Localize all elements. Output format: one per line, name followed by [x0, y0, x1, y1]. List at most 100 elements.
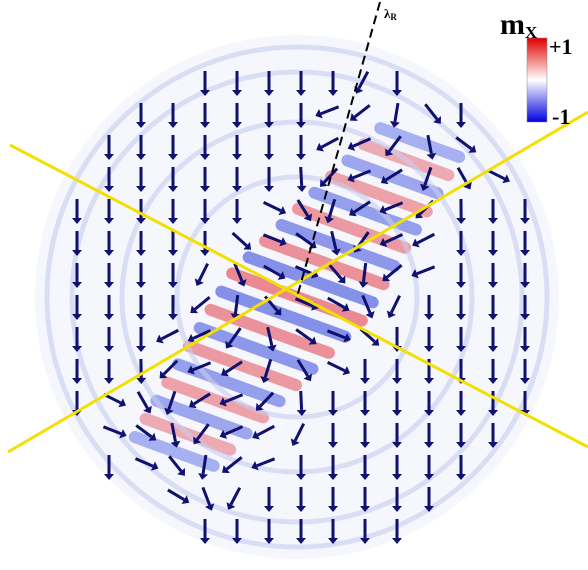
arrow-head	[392, 410, 402, 416]
arrow	[456, 391, 466, 416]
arrow	[295, 328, 317, 345]
arrow	[263, 264, 286, 280]
arrow-head	[319, 179, 328, 187]
arrow-head	[187, 365, 195, 375]
arrow-head	[264, 506, 274, 512]
arrow	[264, 135, 274, 160]
stripe	[182, 340, 303, 392]
arrow-shaft	[225, 456, 243, 471]
arrow	[156, 328, 180, 344]
arrow-head	[278, 206, 287, 216]
stripe	[291, 202, 412, 254]
arrow	[219, 393, 244, 407]
arrow-head	[136, 377, 147, 384]
arrow-head	[104, 154, 114, 160]
arrow	[424, 423, 434, 448]
arrow-shaft	[326, 329, 346, 340]
arrow	[488, 295, 498, 320]
arrow-head	[221, 367, 229, 377]
arrow	[361, 294, 375, 319]
arrow-head	[200, 154, 210, 160]
arrow-head	[264, 154, 274, 160]
arrow	[72, 263, 82, 288]
arrow	[296, 519, 306, 544]
arrow	[232, 519, 242, 544]
arrow	[520, 295, 530, 320]
arrow-head	[296, 409, 307, 416]
arrow	[198, 454, 208, 480]
arrow-head	[296, 122, 306, 128]
arrow-head	[520, 282, 530, 288]
arrow-head	[328, 90, 338, 96]
arrow-head	[424, 378, 434, 384]
arrow-head	[104, 186, 114, 192]
arrow-head	[136, 186, 146, 192]
arrow	[488, 327, 498, 352]
arrow	[226, 486, 242, 510]
arrow-head	[190, 305, 199, 314]
arrow-head	[119, 429, 127, 439]
arrow-head	[316, 142, 324, 152]
arrow	[296, 103, 306, 128]
arrow-head	[168, 250, 178, 256]
arrow-head	[296, 154, 306, 160]
arrow	[136, 295, 146, 320]
arrow	[420, 166, 433, 191]
arrow-head	[232, 122, 242, 128]
arrow-head	[251, 461, 259, 471]
arrow-head	[168, 154, 178, 160]
arrow	[350, 104, 371, 121]
arrow-head	[266, 344, 277, 352]
arrow-shaft	[224, 425, 244, 436]
arrow-head	[296, 185, 307, 192]
arrow	[315, 105, 340, 119]
arrow-head	[424, 314, 434, 320]
arrow-head	[104, 378, 114, 384]
arrow-shaft	[327, 198, 337, 218]
arrow	[392, 455, 402, 480]
arrow	[219, 425, 244, 439]
dashed-line	[296, 1, 381, 298]
stripe	[128, 431, 220, 472]
arrow	[359, 327, 380, 346]
ring	[69, 69, 525, 525]
arrow-head	[360, 474, 370, 480]
arrow	[296, 166, 307, 192]
arrow-shaft	[256, 424, 276, 437]
arrow	[168, 135, 178, 160]
arrow	[347, 137, 372, 151]
arrow	[168, 167, 178, 192]
arrow-shaft	[299, 390, 304, 411]
arrow-shaft	[228, 327, 242, 345]
arrow	[360, 519, 370, 544]
arrow	[136, 391, 152, 414]
arrow-head	[104, 474, 114, 480]
arrow-head	[389, 121, 400, 128]
arrow-head	[232, 186, 242, 192]
arrow-head	[136, 154, 146, 160]
arrow	[134, 457, 159, 471]
arrow	[296, 199, 313, 222]
arrow	[379, 233, 404, 247]
arrow-head	[328, 442, 338, 448]
arrow	[264, 103, 274, 128]
arrow-head	[104, 250, 114, 256]
arrow-head	[385, 148, 394, 157]
arrow-head	[392, 506, 402, 512]
arrow-head	[164, 407, 174, 416]
arrow-head	[328, 538, 338, 544]
arrow-head	[456, 314, 466, 320]
arrow-head	[341, 303, 350, 312]
arrow-shaft	[384, 201, 404, 212]
arrow	[168, 103, 178, 128]
arrow-head	[392, 442, 402, 448]
arrow	[168, 455, 186, 476]
arrow-head	[104, 218, 114, 224]
arrow-head	[200, 218, 210, 224]
arrow-head	[311, 269, 319, 279]
arrow-shaft	[262, 201, 282, 212]
arrow	[104, 231, 114, 256]
arrow-shaft	[294, 297, 314, 308]
arrow	[424, 103, 441, 124]
arrow	[456, 103, 466, 128]
